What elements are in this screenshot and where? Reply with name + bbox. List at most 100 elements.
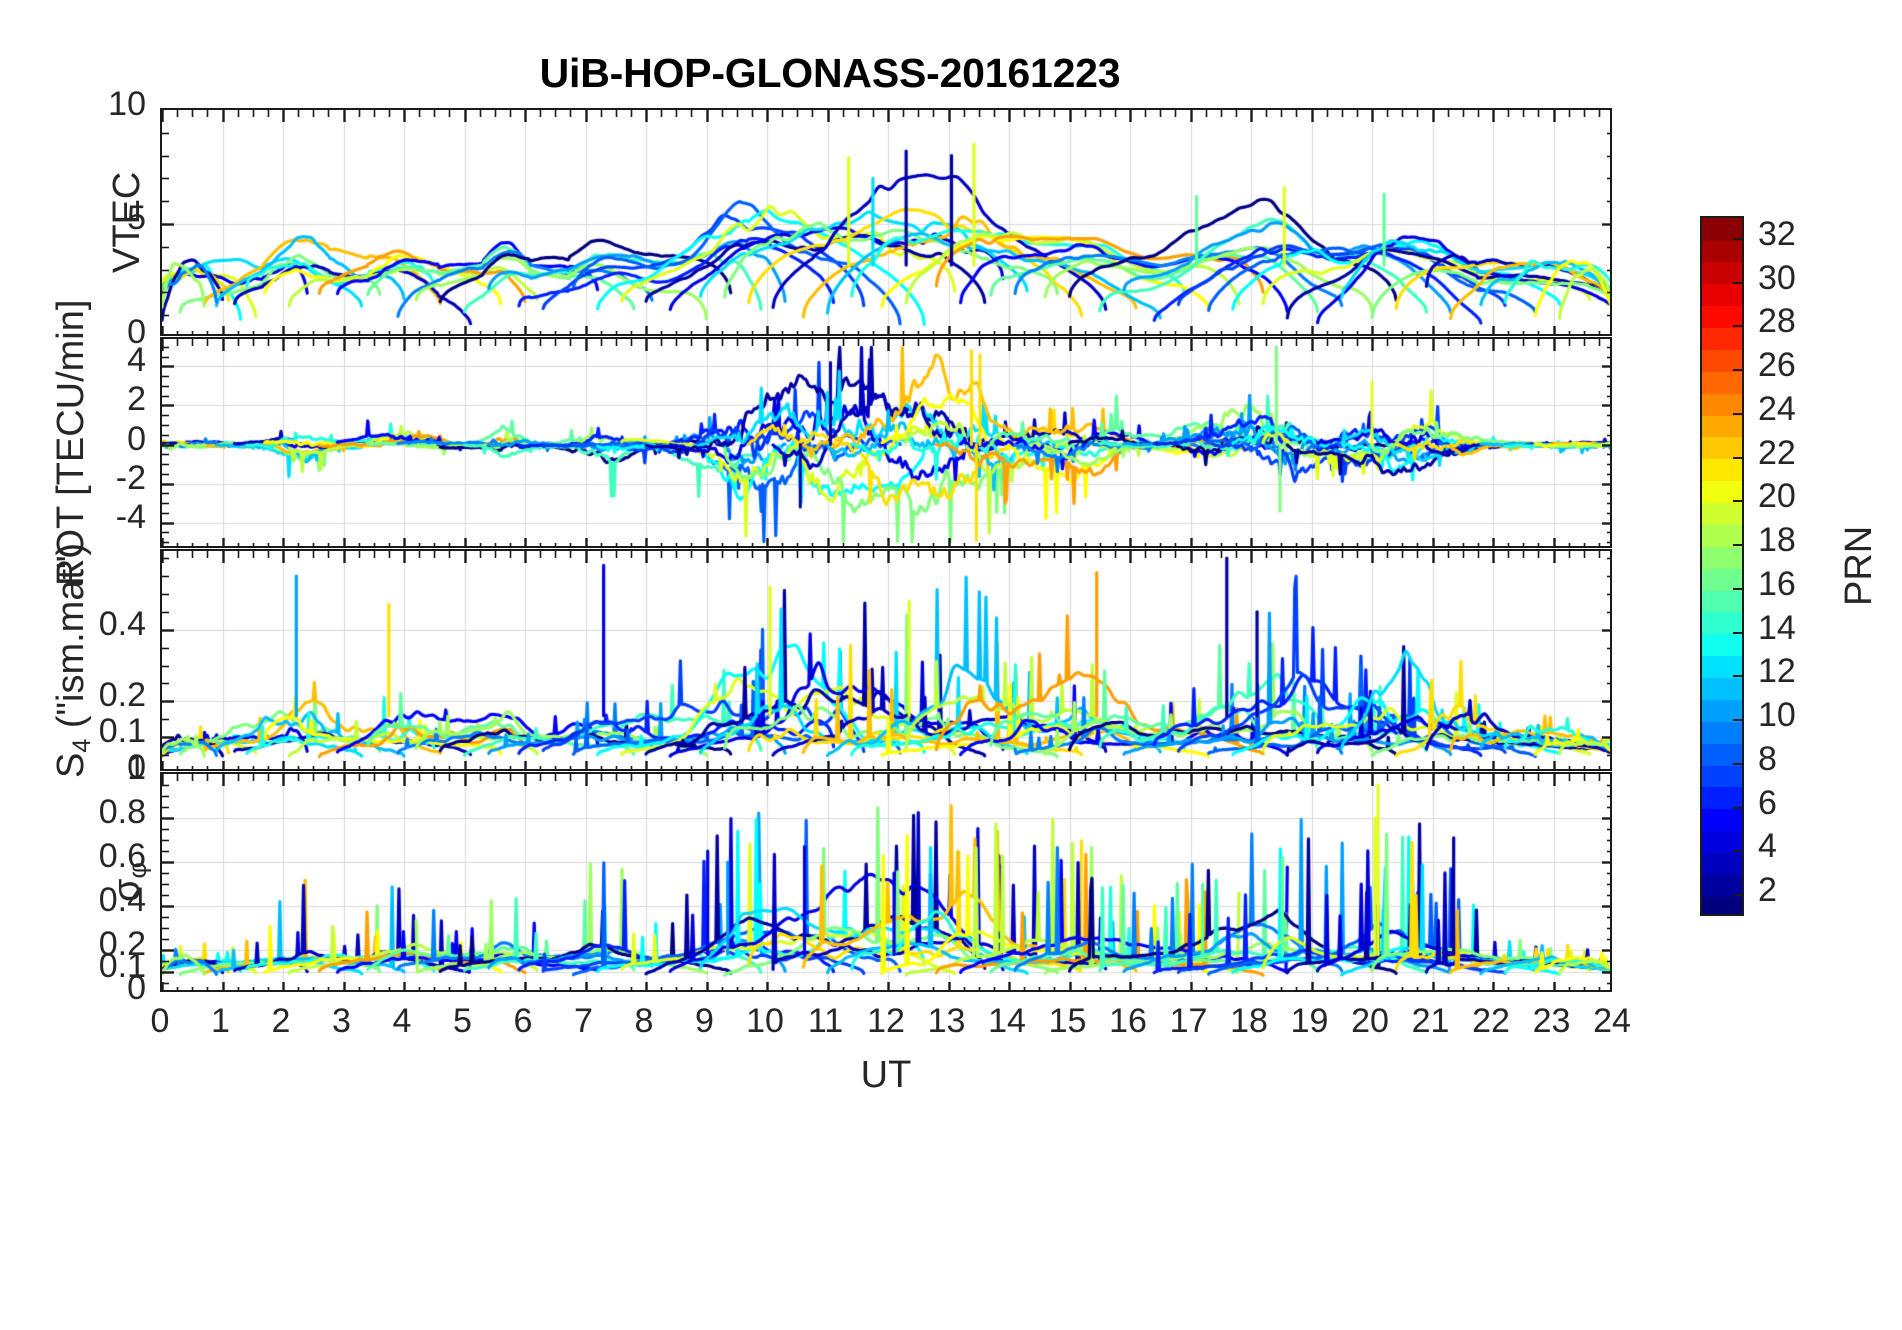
y-tick-label-s4-0: 0 [127,748,146,786]
plot-panel-sigma_phi [160,772,1612,992]
colorbar-segment-15 [1702,589,1742,613]
x-tick-label-18: 18 [1230,1002,1268,1040]
colorbar-tick-14 [1733,282,1744,284]
y-tick-label-vtec-0: 0 [127,313,146,351]
colorbar-tick-10 [1733,457,1744,459]
x-tick-label-0: 0 [150,1002,170,1040]
x-tick-label-10: 10 [746,1002,784,1040]
colorbar-tick-label-14: 30 [1758,258,1796,297]
x-tick-label-12: 12 [867,1002,905,1040]
colorbar-segment-10 [1702,699,1742,722]
colorbar-tick-9 [1733,500,1744,502]
colorbar-segment-16 [1702,568,1742,591]
x-tick-label-17: 17 [1169,1002,1208,1040]
colorbar-tick-12 [1733,369,1744,371]
x-tick-label-23: 23 [1532,1002,1571,1040]
colorbar-segment-26 [1702,349,1742,372]
colorbar-tick-0 [1733,894,1744,896]
colorbar-tick-8 [1733,544,1744,546]
y-tick-label-rot-4: 4 [127,341,146,380]
x-tick-label-19: 19 [1290,1002,1329,1040]
axis-ticks-vtec [162,110,1610,334]
colorbar-tick-label-2: 6 [1758,783,1777,822]
colorbar-segment-28 [1702,305,1742,329]
y-tick-label-sigma_phi-4: 0.6 [98,837,146,875]
colorbar-tick-label-8: 18 [1758,521,1796,560]
colorbar-tick-1 [1733,850,1744,852]
colorbar-tick-15 [1733,238,1744,240]
plot-area-sigma_phi [162,774,1610,990]
colorbar-segment-1 [1702,896,1742,914]
x-tick-label-21: 21 [1411,1002,1450,1040]
y-tick-label-s4-3: 0.4 [98,604,146,643]
x-tick-label-22: 22 [1472,1002,1510,1040]
colorbar-segment-24 [1702,393,1742,416]
colorbar-segment-19 [1702,502,1742,525]
y-tick-label-rot-2: 0 [127,419,146,458]
y-tick-label-sigma_phi-2: 0.2 [98,925,146,963]
colorbar-segment-2 [1702,874,1742,897]
colorbar-tick-11 [1733,413,1744,415]
colorbar-tick-7 [1733,588,1744,590]
colorbar-segment-5 [1702,808,1742,832]
colorbar-segment-17 [1702,546,1742,569]
x-tick-label-15: 15 [1048,1002,1087,1040]
colorbar-segment-18 [1702,524,1742,547]
x-tick-label-24: 24 [1593,1002,1631,1040]
colorbar-segment-20 [1702,480,1742,504]
x-tick-label-5: 5 [453,1002,472,1040]
colorbar-tick-label-3: 8 [1758,739,1777,778]
colorbar-segment-13 [1702,633,1742,657]
colorbar-tick-5 [1733,675,1744,677]
colorbar-segment-30 [1702,261,1742,285]
x-tick-label-8: 8 [634,1002,654,1040]
x-tick-label-16: 16 [1109,1002,1147,1040]
plot-panel-rot [160,337,1612,548]
x-tick-label-11: 11 [807,1002,844,1040]
x-tick-label-9: 9 [695,1002,714,1040]
colorbar-segment-9 [1702,721,1742,744]
colorbar-tick-label-1: 4 [1758,827,1777,866]
colorbar-segment-27 [1702,327,1742,350]
colorbar-tick-label-5: 12 [1758,652,1796,691]
colorbar-segment-25 [1702,371,1742,394]
plot-panel-s4 [160,549,1612,771]
axis-ticks-sigma_phi [162,774,1610,990]
colorbar-tick-3 [1733,763,1744,765]
colorbar-segment-21 [1702,458,1742,482]
x-tick-label-7: 7 [574,1002,593,1040]
colorbar-segment-8 [1702,743,1742,766]
plot-area-rot [162,339,1610,546]
colorbar-segment-23 [1702,414,1742,438]
colorbar-tick-label-15: 32 [1758,214,1796,253]
colorbar-tick-label-11: 24 [1758,389,1796,428]
x-tick-label-2: 2 [271,1002,291,1040]
colorbar-segment-29 [1702,283,1742,307]
colorbar-segment-3 [1702,852,1742,875]
y-tick-label-vtec-1: 5 [127,199,146,237]
y-tick-label-sigma_phi-6: 1 [127,749,146,787]
y-tick-label-sigma_phi-5: 0.8 [98,793,146,831]
x-axis-label: UT [860,1054,912,1096]
colorbar-segment-6 [1702,786,1742,810]
x-tick-label-6: 6 [513,1002,533,1040]
y-tick-label-rot-3: 2 [127,380,146,419]
y-tick-label-s4-1: 0.1 [98,712,146,751]
colorbar-tick-label-7: 16 [1758,564,1796,603]
colorbar-title: PRN [1838,525,1880,606]
colorbar-tick-label-12: 26 [1758,346,1796,385]
y-axis-label-vtec: VTEC [106,171,148,273]
x-tick-label-20: 20 [1351,1002,1389,1040]
colorbar-tick-label-4: 10 [1758,696,1796,735]
x-tick-label-3: 3 [332,1002,351,1040]
colorbar-tick-label-10: 22 [1758,433,1796,472]
y-tick-label-rot-0: -4 [115,497,146,536]
plot-panel-vtec [160,108,1612,336]
y-tick-label-sigma_phi-1: 0.1 [98,947,146,985]
colorbar-tick-2 [1733,807,1744,809]
y-tick-label-s4-2: 0.2 [98,676,146,715]
colorbar-tick-6 [1733,632,1744,634]
y-tick-label-vtec-2: 10 [108,85,146,123]
colorbar-tick-4 [1733,719,1744,721]
